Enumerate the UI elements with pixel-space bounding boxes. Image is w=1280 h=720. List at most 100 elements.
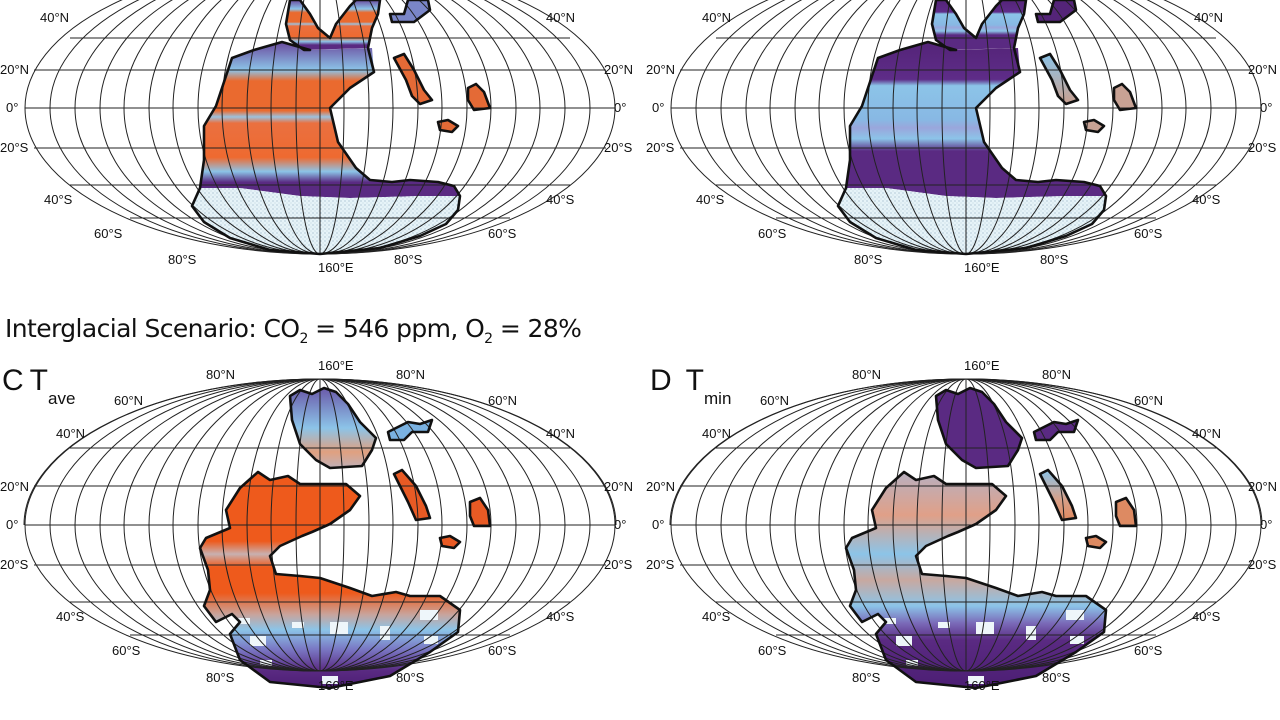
svg-text:20°N: 20°N bbox=[604, 479, 633, 494]
co2-subscript: 2 bbox=[299, 331, 308, 347]
svg-text:40°S: 40°S bbox=[44, 192, 73, 207]
svg-text:40°S: 40°S bbox=[56, 609, 85, 624]
title-mid: = 546 ppm, O bbox=[307, 314, 485, 343]
graticule-a bbox=[24, 0, 616, 255]
svg-text:80°S: 80°S bbox=[852, 670, 881, 685]
svg-text:40°S: 40°S bbox=[702, 609, 731, 624]
svg-text:20°S: 20°S bbox=[0, 140, 29, 155]
svg-text:160°E: 160°E bbox=[964, 358, 1000, 373]
svg-text:60°S: 60°S bbox=[758, 643, 787, 658]
coastlines-c bbox=[198, 386, 492, 690]
svg-text:20°S: 20°S bbox=[646, 140, 675, 155]
axis-labels-a: 40°N 40°N 20°N 20°N 0° 0° 20°S 20°S 40°S… bbox=[0, 10, 633, 275]
svg-text:60°S: 60°S bbox=[488, 226, 517, 241]
continent-main bbox=[200, 42, 460, 198]
coastlines-b bbox=[836, 0, 1138, 256]
svg-text:60°S: 60°S bbox=[94, 226, 123, 241]
svg-text:40°N: 40°N bbox=[546, 426, 575, 441]
svg-text:20°N: 20°N bbox=[1248, 62, 1277, 77]
coastlines-d bbox=[844, 386, 1138, 690]
map-panel-b: 40°N 40°N 20°N 20°N 0° 0° 20°S 20°S 40°S… bbox=[646, 0, 1280, 290]
svg-text:0°: 0° bbox=[6, 517, 18, 532]
panel-letter: C bbox=[2, 364, 24, 397]
svg-text:60°S: 60°S bbox=[488, 643, 517, 658]
map-c-svg: 160°E 80°N 80°N 60°N 60°N 40°N 40°N 20°N… bbox=[0, 358, 633, 693]
svg-text:0°: 0° bbox=[1260, 517, 1272, 532]
island-1 bbox=[394, 54, 432, 104]
svg-text:40°N: 40°N bbox=[56, 426, 85, 441]
scenario-title: Interglacial Scenario: CO2 = 546 ppm, O2… bbox=[5, 314, 582, 347]
svg-text:80°S: 80°S bbox=[1040, 252, 1069, 267]
svg-text:60°N: 60°N bbox=[114, 393, 143, 408]
svg-text:60°S: 60°S bbox=[1134, 643, 1163, 658]
continents-a bbox=[192, 0, 490, 254]
panel-letter: D bbox=[650, 364, 672, 397]
map-a-svg: 40°N 40°N 20°N 20°N 0° 0° 20°S 20°S 40°S… bbox=[0, 0, 633, 275]
svg-text:60°N: 60°N bbox=[760, 393, 789, 408]
axis-labels-b: 40°N 40°N 20°N 20°N 0° 0° 20°S 20°S 40°S… bbox=[646, 10, 1277, 275]
svg-text:40°S: 40°S bbox=[1192, 609, 1221, 624]
svg-text:40°N: 40°N bbox=[546, 10, 575, 25]
graticule-d bbox=[669, 378, 1263, 672]
svg-text:40°N: 40°N bbox=[702, 426, 731, 441]
svg-text:0°: 0° bbox=[1260, 100, 1272, 115]
svg-text:20°N: 20°N bbox=[604, 62, 633, 77]
svg-text:60°S: 60°S bbox=[1134, 226, 1163, 241]
panel-label-c: C Tave bbox=[2, 364, 75, 409]
svg-text:40°N: 40°N bbox=[1194, 10, 1223, 25]
svg-text:40°S: 40°S bbox=[1192, 192, 1221, 207]
svg-text:60°N: 60°N bbox=[1134, 393, 1163, 408]
svg-text:0°: 0° bbox=[652, 100, 664, 115]
svg-text:80°N: 80°N bbox=[206, 367, 235, 382]
svg-text:20°S: 20°S bbox=[604, 557, 633, 572]
svg-text:20°N: 20°N bbox=[1248, 479, 1277, 494]
svg-text:20°S: 20°S bbox=[1248, 557, 1277, 572]
svg-text:80°S: 80°S bbox=[168, 252, 197, 267]
map-d-svg: 160°E 80°N 80°N 60°N 60°N 40°N 40°N 20°N… bbox=[646, 358, 1277, 693]
svg-text:80°N: 80°N bbox=[852, 367, 881, 382]
svg-text:80°S: 80°S bbox=[854, 252, 883, 267]
variable-name: Tmin bbox=[685, 364, 732, 408]
graticule-b bbox=[670, 0, 1262, 255]
svg-text:40°N: 40°N bbox=[702, 10, 731, 25]
svg-text:20°S: 20°S bbox=[1248, 140, 1277, 155]
title-prefix: Interglacial Scenario: CO bbox=[5, 314, 300, 343]
svg-text:40°N: 40°N bbox=[1192, 426, 1221, 441]
svg-text:20°N: 20°N bbox=[646, 62, 675, 77]
axis-labels-d: 160°E 80°N 80°N 60°N 60°N 40°N 40°N 20°N… bbox=[646, 358, 1277, 693]
map-panel-a: 40°N 40°N 20°N 20°N 0° 0° 20°S 20°S 40°S… bbox=[0, 0, 640, 290]
island-2 bbox=[468, 84, 490, 110]
svg-text:40°S: 40°S bbox=[546, 192, 575, 207]
svg-text:0°: 0° bbox=[614, 517, 626, 532]
svg-text:80°S: 80°S bbox=[1042, 670, 1071, 685]
map-panel-c: 160°E 80°N 80°N 60°N 60°N 40°N 40°N 20°N… bbox=[0, 358, 640, 700]
svg-text:20°S: 20°S bbox=[0, 557, 29, 572]
svg-text:0°: 0° bbox=[6, 100, 18, 115]
svg-text:20°N: 20°N bbox=[646, 479, 675, 494]
svg-text:20°S: 20°S bbox=[646, 557, 675, 572]
svg-text:20°N: 20°N bbox=[0, 479, 29, 494]
svg-text:160°E: 160°E bbox=[318, 260, 354, 275]
svg-text:20°N: 20°N bbox=[0, 62, 29, 77]
graticule-c bbox=[23, 378, 617, 672]
svg-text:40°S: 40°S bbox=[546, 609, 575, 624]
svg-text:80°S: 80°S bbox=[206, 670, 235, 685]
svg-text:40°S: 40°S bbox=[696, 192, 725, 207]
svg-text:0°: 0° bbox=[614, 100, 626, 115]
svg-text:160°E: 160°E bbox=[318, 678, 354, 693]
ice-patches-c bbox=[238, 610, 438, 684]
map-panel-d: 160°E 80°N 80°N 60°N 60°N 40°N 40°N 20°N… bbox=[646, 358, 1280, 700]
svg-text:160°E: 160°E bbox=[964, 260, 1000, 275]
o2-subscript: 2 bbox=[484, 331, 493, 347]
svg-text:80°S: 80°S bbox=[396, 670, 425, 685]
svg-text:20°S: 20°S bbox=[604, 140, 633, 155]
svg-text:40°N: 40°N bbox=[40, 10, 69, 25]
svg-text:80°S: 80°S bbox=[394, 252, 423, 267]
variable-name: Tave bbox=[29, 364, 76, 408]
ice-patches-d bbox=[884, 610, 1084, 684]
svg-text:60°S: 60°S bbox=[112, 643, 141, 658]
island-ne bbox=[390, 0, 430, 22]
svg-text:80°N: 80°N bbox=[396, 367, 425, 382]
panel-label-d: D Tmin bbox=[650, 364, 731, 409]
axis-labels-c: 160°E 80°N 80°N 60°N 60°N 40°N 40°N 20°N… bbox=[0, 358, 633, 693]
